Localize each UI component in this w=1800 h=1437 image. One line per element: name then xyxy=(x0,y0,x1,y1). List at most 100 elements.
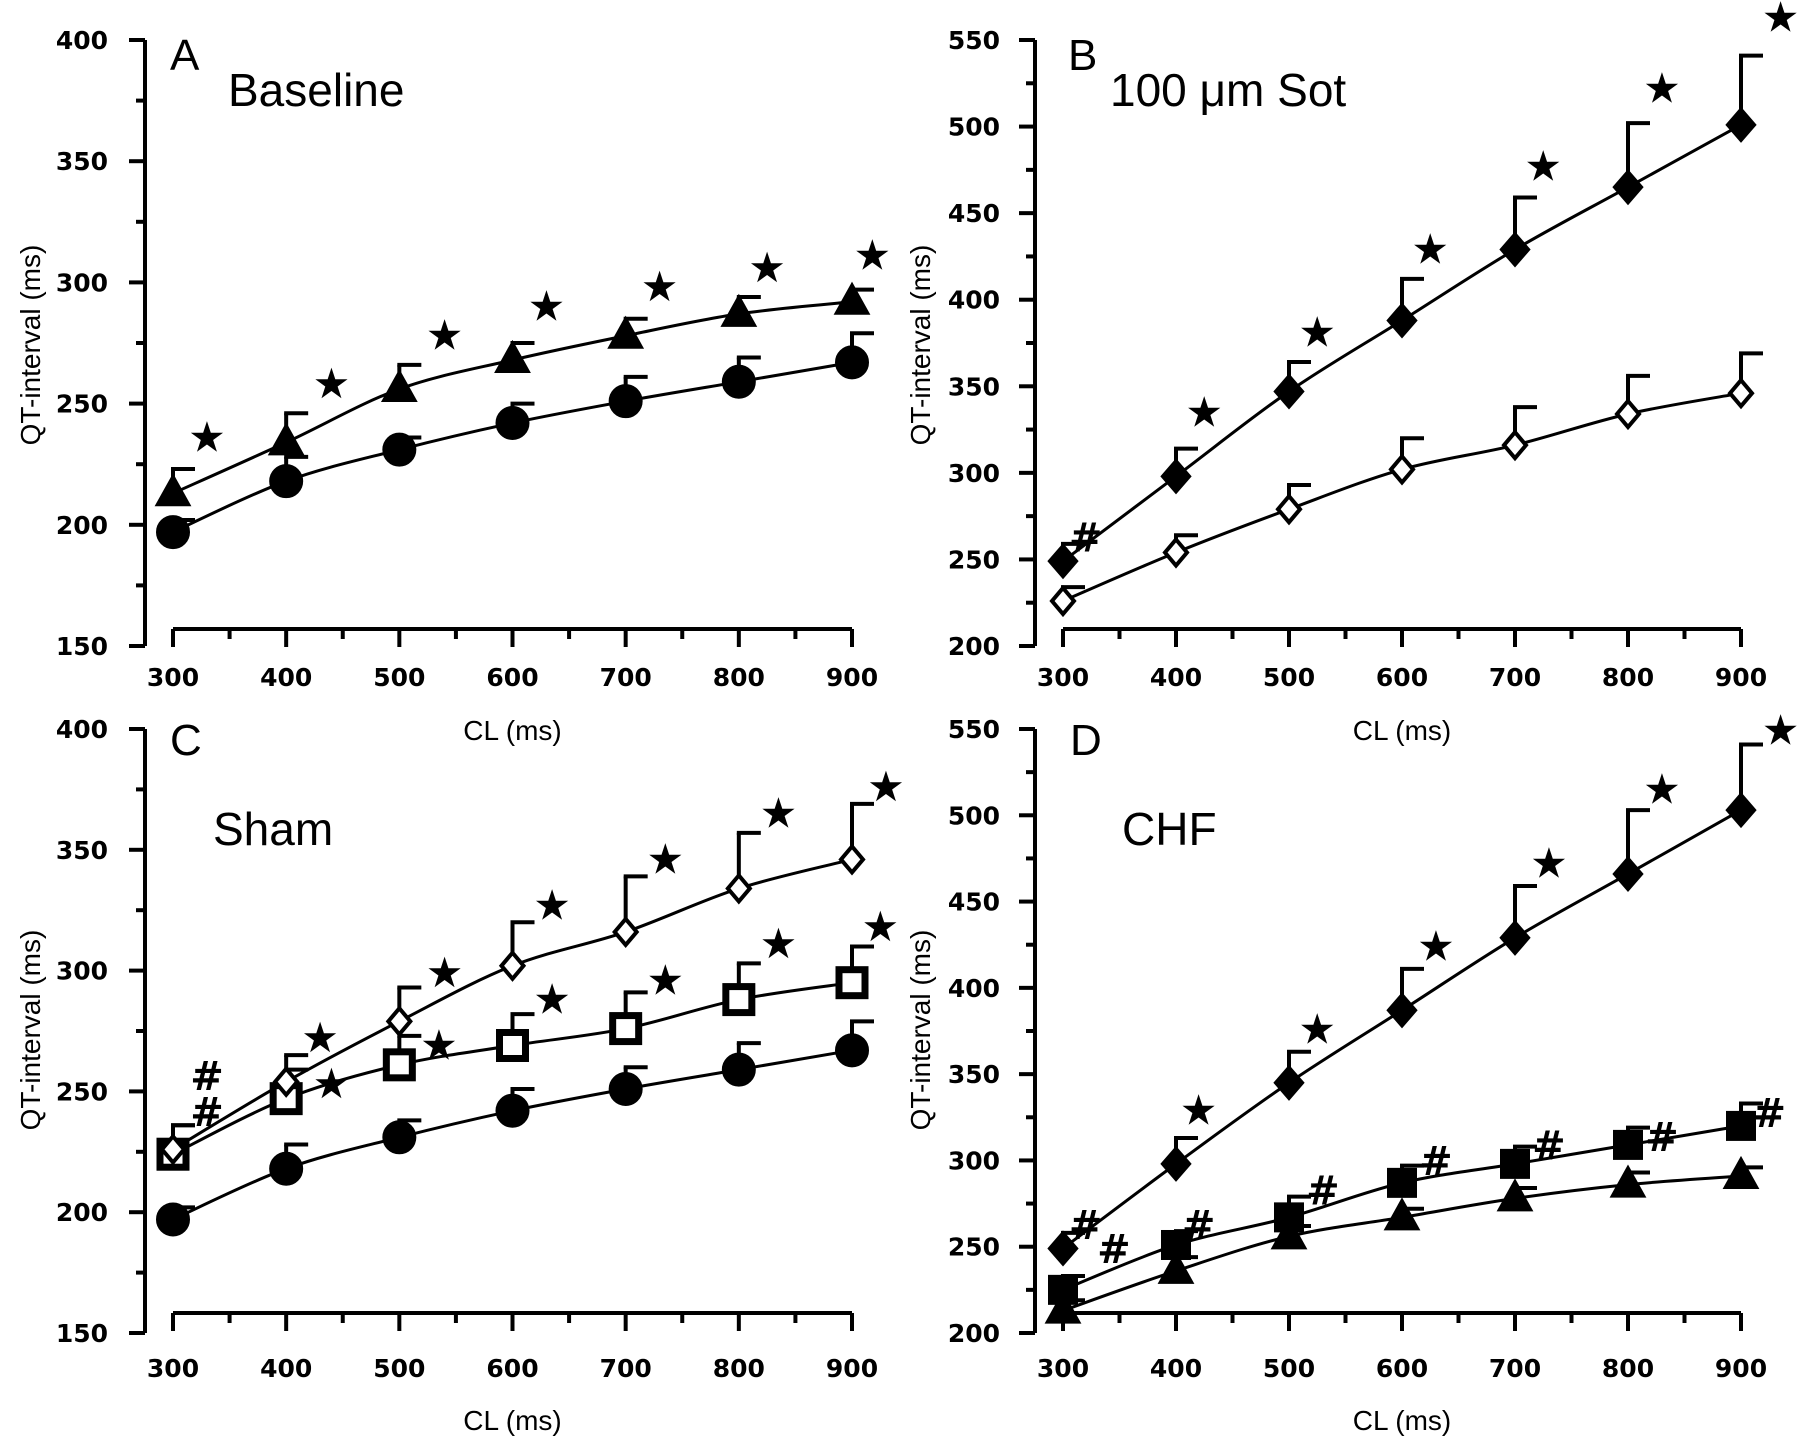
significance-star: ★ xyxy=(854,231,892,280)
data-point-square-filled xyxy=(1613,1129,1643,1160)
data-point-diamond-open xyxy=(1614,397,1642,431)
y-tick-label: 350 xyxy=(948,1060,1000,1089)
data-point-circle xyxy=(269,1151,304,1186)
y-tick-label: 450 xyxy=(948,199,1000,228)
data-point-diamond-filled xyxy=(1499,919,1531,956)
y-tick-label: 200 xyxy=(56,511,108,540)
panel-letter: A xyxy=(170,31,200,80)
y-tick-label: 300 xyxy=(948,1146,1000,1175)
data-point-square-filled xyxy=(1500,1148,1530,1179)
data-point-square-open xyxy=(496,1028,529,1062)
y-tick-label: 150 xyxy=(56,1319,108,1348)
panel-c: 150 200 250 300 350 400 300 400 500 600 700 800 900 C… xyxy=(15,715,905,1436)
panel-letter: C xyxy=(170,716,202,765)
significance-star: ★ xyxy=(420,1020,458,1069)
x-tick-label: 600 xyxy=(486,1354,538,1383)
data-point-square-filled xyxy=(1387,1167,1417,1198)
panel-b: 200 250 300 350 400 450 500 550 300 400 500 600 700 8… xyxy=(905,0,1799,746)
y-tick-label: 150 xyxy=(56,632,108,661)
significance-star: ★ xyxy=(748,243,786,292)
x-tick-label: 900 xyxy=(826,663,878,692)
data-point-diamond-open xyxy=(1275,493,1303,526)
data-point-diamond-open xyxy=(498,949,527,982)
x-tick-label: 900 xyxy=(1715,663,1767,692)
y-tick-label: 350 xyxy=(56,836,108,865)
data-point-triangle xyxy=(1496,1178,1534,1212)
data-point-diamond-filled xyxy=(1273,1064,1305,1101)
data-point-diamond-filled xyxy=(1047,543,1079,580)
data-point-triangle xyxy=(607,315,645,349)
data-point-square-open xyxy=(835,966,869,1000)
x-tick-label: 800 xyxy=(1602,1354,1654,1383)
data-point-triangle xyxy=(1157,1250,1195,1284)
data-point-triangle xyxy=(154,473,192,507)
data-point-diamond-filled xyxy=(1273,373,1305,410)
x-tick-label: 400 xyxy=(1150,1354,1202,1383)
y-axis-title: QT-interval (ms) xyxy=(15,245,46,446)
significance-star: ★ xyxy=(1298,308,1336,357)
data-point-square-filled xyxy=(1274,1202,1304,1233)
significance-star: ★ xyxy=(1643,63,1681,112)
y-tick-label: 200 xyxy=(948,632,1000,661)
significance-star: ★ xyxy=(188,413,226,462)
data-point-diamond-filled xyxy=(1499,231,1531,268)
significance-star: ★ xyxy=(1411,225,1449,274)
data-point-triangle xyxy=(720,293,758,327)
data-point-circle xyxy=(269,464,304,499)
y-axis-title: QT-interval (ms) xyxy=(15,930,46,1131)
significance-star: ★ xyxy=(301,1013,339,1062)
data-point-diamond-filled xyxy=(1612,169,1644,206)
data-point-triangle xyxy=(494,339,531,373)
data-point-diamond-open xyxy=(838,843,866,876)
data-point-triangle xyxy=(1270,1216,1308,1250)
data-point-diamond-filled xyxy=(1386,302,1418,339)
significance-star: ★ xyxy=(1298,1004,1336,1053)
data-point-diamond-open xyxy=(1501,429,1529,462)
data-point-square-filled xyxy=(1161,1229,1191,1260)
panel-letter: D xyxy=(1070,716,1102,765)
y-tick-label: 500 xyxy=(948,113,1000,142)
x-tick-label: 300 xyxy=(147,663,199,692)
data-point-diamond-open xyxy=(1049,584,1077,618)
x-tick-label: 300 xyxy=(1037,663,1089,692)
data-point-circle xyxy=(382,1120,417,1155)
x-tick-label: 800 xyxy=(713,1354,765,1383)
y-tick-label: 300 xyxy=(948,459,1000,488)
data-point-square-open xyxy=(609,1012,643,1046)
series-line-triangle xyxy=(172,300,853,495)
significance-star: ★ xyxy=(1762,0,1800,41)
x-axis-title: CL (ms) xyxy=(463,1405,562,1436)
data-point-diamond-filled xyxy=(1725,106,1757,143)
data-point-circle xyxy=(608,384,643,419)
x-tick-label: 400 xyxy=(1150,663,1202,692)
x-tick-label: 700 xyxy=(600,1354,652,1383)
significance-hash: # xyxy=(190,1089,224,1136)
panel-title: Sham xyxy=(213,803,333,855)
x-tick-label: 500 xyxy=(1263,1354,1315,1383)
y-tick-label: 300 xyxy=(56,957,108,986)
data-point-circle xyxy=(156,515,190,550)
x-tick-label: 600 xyxy=(1376,663,1428,692)
significance-star: ★ xyxy=(1643,764,1681,813)
significance-hash: # xyxy=(1069,515,1103,562)
y-tick-label: 350 xyxy=(56,147,108,176)
y-tick-label: 400 xyxy=(948,286,1000,315)
data-point-diamond-open xyxy=(725,872,753,905)
x-tick-label: 900 xyxy=(826,1354,878,1383)
y-axis-title: QT-interval (ms) xyxy=(905,930,936,1131)
x-tick-label: 700 xyxy=(1489,1354,1541,1383)
significance-hash: # xyxy=(1069,1202,1103,1249)
data-point-circle xyxy=(608,1071,643,1106)
data-point-square-open xyxy=(722,983,756,1017)
data-point-square-filled xyxy=(1048,1274,1078,1305)
significance-hash: # xyxy=(1097,1226,1131,1273)
significance-star: ★ xyxy=(641,262,679,311)
x-tick-label: 600 xyxy=(486,663,538,692)
y-tick-label: 400 xyxy=(56,26,108,55)
x-tick-label: 400 xyxy=(260,1354,312,1383)
data-point-circle xyxy=(156,1202,190,1237)
x-tick-label: 900 xyxy=(1715,1354,1767,1383)
data-point-triangle xyxy=(1383,1197,1421,1231)
significance-star: ★ xyxy=(1762,706,1800,755)
significance-hash: # xyxy=(1532,1123,1566,1170)
